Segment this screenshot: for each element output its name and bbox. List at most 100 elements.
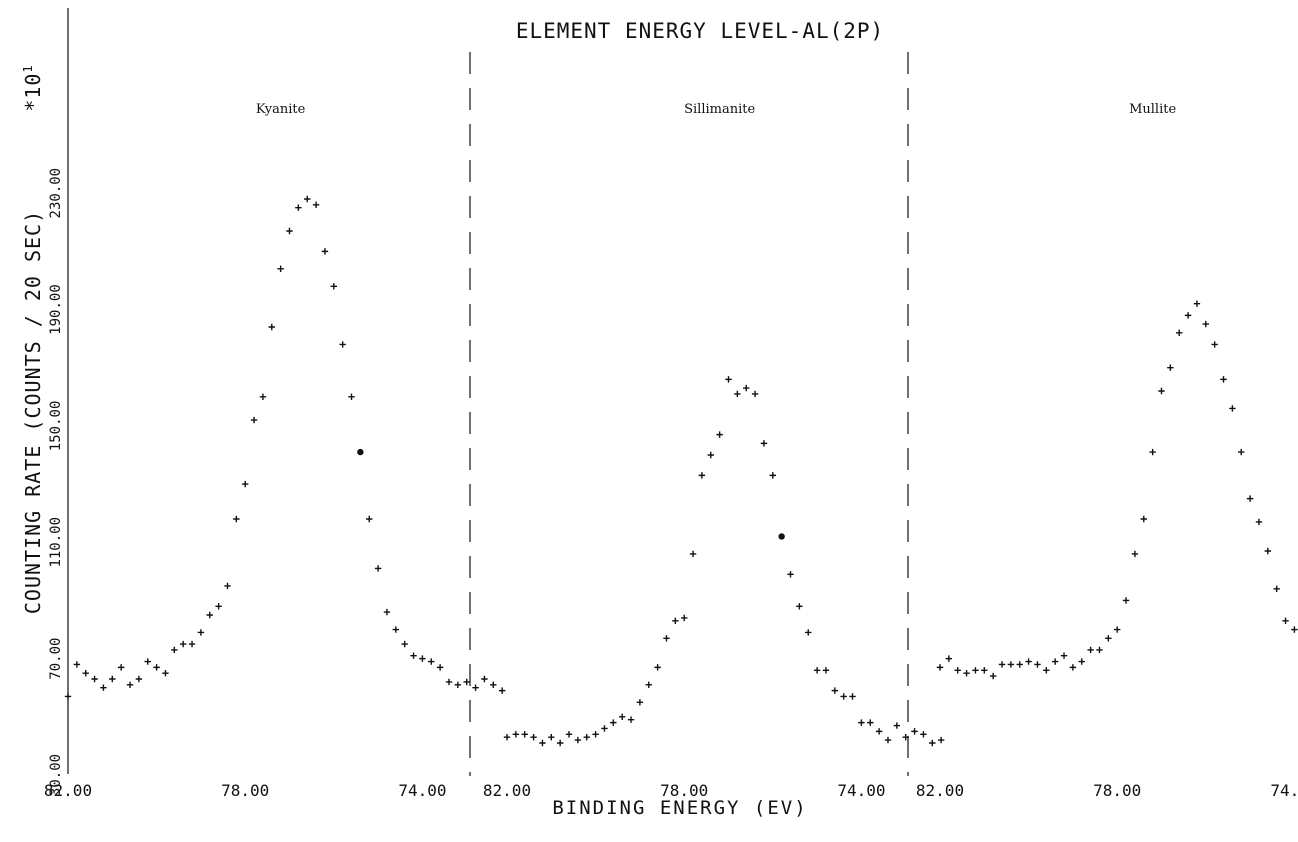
y-multiplier-group: *101 — [21, 64, 45, 111]
data-point — [82, 669, 89, 677]
data-point — [902, 733, 909, 741]
data-point — [162, 669, 169, 677]
data-point — [840, 693, 847, 700]
data-point — [268, 323, 275, 331]
data-point — [171, 646, 178, 654]
data-point — [1122, 597, 1130, 604]
data-point — [1202, 320, 1209, 328]
data-point — [681, 614, 688, 622]
data-point — [530, 733, 537, 741]
data-point — [135, 675, 143, 683]
y-tick-label: 230.00 — [48, 168, 64, 219]
chart-title: ELEMENT ENERGY LEVEL-AL(2P) — [516, 19, 884, 43]
y-tick-label: 30.00 — [48, 754, 64, 796]
data-point — [645, 681, 652, 689]
y-multiplier-base: *10 — [21, 73, 45, 112]
data-point — [867, 719, 874, 726]
data-point — [1184, 312, 1192, 319]
data-point — [654, 664, 661, 671]
data-point — [153, 664, 160, 671]
data-point — [286, 227, 293, 235]
data-point — [1131, 550, 1139, 558]
data-point — [787, 571, 794, 578]
x-tick-label: 74.00 — [837, 781, 885, 800]
y-tick-label: 110.00 — [48, 517, 64, 568]
data-point — [911, 728, 918, 735]
data-point — [1087, 646, 1094, 654]
y-axis-label: COUNTING RATE (COUNTS / 20 SEC) — [21, 210, 45, 614]
data-point — [233, 515, 240, 523]
data-point — [875, 728, 883, 735]
data-point — [348, 393, 355, 401]
data-point — [920, 731, 927, 738]
data-point — [1158, 387, 1165, 395]
data-point — [1211, 341, 1218, 348]
panel-title: Mullite — [1129, 102, 1176, 117]
y-tick-labels: 30.00 70.00 110.00 150.00 190.00 230.00 — [48, 168, 64, 796]
x-tick-label: 74.00 — [1270, 781, 1298, 800]
data-point — [1007, 661, 1015, 668]
y-tick-label-group: 230.00 — [48, 168, 64, 219]
data-point — [144, 658, 151, 665]
y-axis-label-group: COUNTING RATE (COUNTS / 20 SEC) — [21, 210, 45, 614]
data-point — [743, 384, 750, 392]
data-point — [610, 719, 617, 726]
y-multiplier: *101 — [21, 64, 45, 111]
y-tick-label-group: 150.00 — [48, 401, 64, 452]
data-point — [339, 341, 346, 348]
data-point — [1167, 364, 1174, 371]
data-point — [1229, 405, 1236, 412]
data-point-highlight — [357, 448, 364, 456]
data-point — [893, 722, 901, 729]
data-point — [945, 655, 953, 662]
data-point — [539, 739, 546, 747]
data-point — [989, 672, 997, 680]
data-point — [224, 582, 231, 590]
x-tick-label: 82.00 — [483, 781, 531, 800]
data-point — [503, 733, 511, 741]
data-point — [401, 640, 408, 648]
data-point — [954, 667, 961, 674]
data-point — [312, 201, 320, 209]
data-point — [100, 684, 107, 691]
data-point — [490, 681, 497, 689]
data-point — [366, 515, 373, 523]
data-point — [751, 390, 759, 398]
data-point — [707, 451, 714, 459]
data-point — [374, 565, 382, 572]
data-point — [760, 440, 768, 447]
data-point — [73, 661, 81, 668]
data-point — [277, 265, 284, 273]
data-point — [548, 733, 555, 741]
data-point — [858, 719, 865, 726]
data-point — [259, 393, 267, 401]
data-point — [998, 661, 1006, 668]
data-point — [1096, 646, 1103, 654]
data-point — [109, 675, 116, 683]
data-point — [463, 678, 470, 686]
data-point — [481, 675, 488, 683]
panels: Kyanite 82.00 78.00 74.00 Sillimanite 82.00 78… — [44, 102, 1298, 800]
data-point — [849, 693, 856, 700]
data-point — [831, 687, 839, 694]
data-point — [512, 731, 520, 738]
data-point — [454, 681, 462, 689]
data-point — [698, 472, 706, 479]
y-tick-label-group: 70.00 — [48, 638, 64, 680]
x-tick-label: 82.00 — [916, 781, 964, 800]
data-point — [188, 640, 196, 648]
data-point — [1078, 658, 1085, 665]
data-point — [636, 699, 644, 706]
data-point — [498, 687, 506, 694]
data-point — [1043, 667, 1050, 674]
data-point — [972, 667, 979, 674]
data-point — [601, 725, 608, 732]
data-point — [963, 669, 970, 677]
data-point — [117, 664, 125, 671]
data-point — [725, 376, 732, 383]
data-point — [383, 608, 391, 616]
data-point — [1051, 658, 1059, 665]
data-point — [91, 675, 98, 683]
data-point — [805, 629, 812, 636]
